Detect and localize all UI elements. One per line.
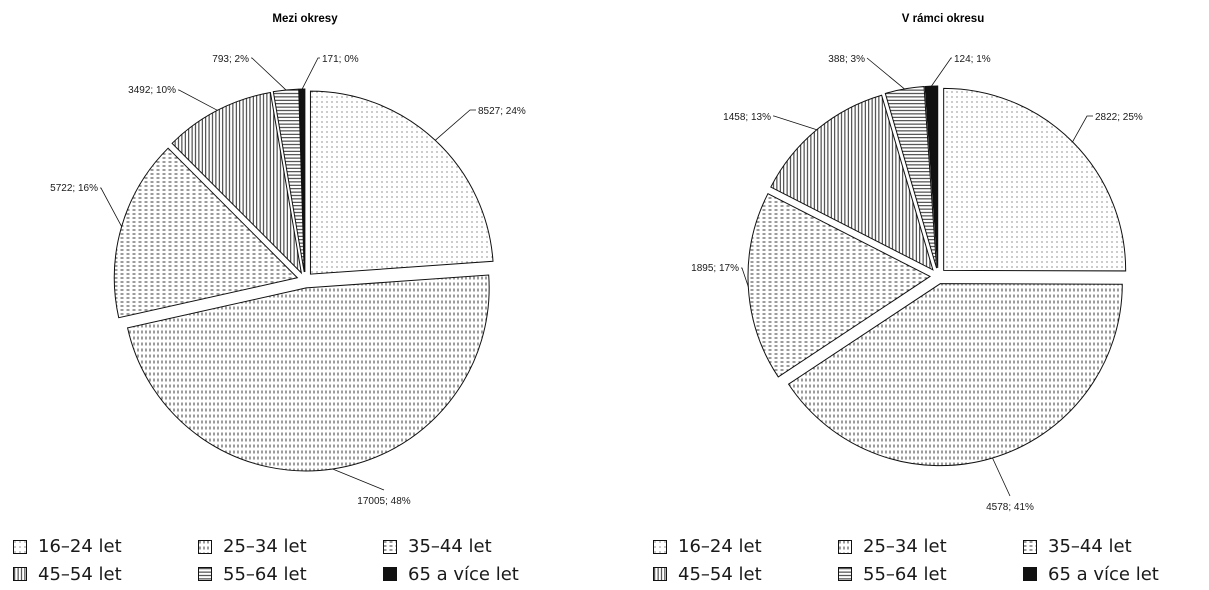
legend-item-16-24-let: 16–24 let xyxy=(0,535,185,558)
leader-line xyxy=(178,89,218,111)
legend-mezi-okresy: 16–24 let 25–34 let 35–44 let 45–54 let 55–6… xyxy=(0,535,540,587)
data-label: 1458; 13% xyxy=(723,112,771,123)
pie-chart-mezi-okresy: Mezi okresy 8527; 24% 17005; 48% 5722; 16%… xyxy=(50,13,526,507)
data-label: 2822; 25% xyxy=(1095,112,1143,123)
data-label: 124; 1% xyxy=(954,54,991,65)
leader-line xyxy=(100,187,122,227)
legend-label: 25–34 let xyxy=(223,536,307,557)
leader-line xyxy=(866,57,905,90)
pie-slice-35-44-let xyxy=(113,147,299,319)
legend-label: 65 a více let xyxy=(408,563,519,585)
legend-label: 55–64 let xyxy=(223,563,307,585)
pie-slice-65-a-v-ce-let xyxy=(298,88,306,273)
legend-item-65-a-v-ce-let: 65 a více let xyxy=(370,563,540,586)
legend-label: 35–44 let xyxy=(408,536,492,557)
pie-slice-25-34-let xyxy=(787,283,1123,467)
legend-item-55-64-let: 55–64 let xyxy=(185,563,370,586)
data-label: 5722; 16% xyxy=(50,183,98,194)
legend-label: 45–54 let xyxy=(38,563,122,585)
pie-slice-55-64-let xyxy=(884,86,938,269)
chart-title: V rámci okresu xyxy=(902,13,984,25)
legend-swatch xyxy=(838,567,852,581)
legend-label: 55–64 let xyxy=(863,563,947,585)
leader-line xyxy=(1072,115,1093,143)
pie-slice-25-34-let xyxy=(126,274,490,472)
legend-label: 25–34 let xyxy=(863,536,947,557)
legend-item-45-54-let: 45–54 let xyxy=(640,563,825,586)
leader-line xyxy=(773,115,817,131)
legend-swatch xyxy=(1023,567,1037,581)
legend-swatch xyxy=(383,567,397,581)
chart-title: Mezi okresy xyxy=(272,13,338,25)
data-label: 17005; 48% xyxy=(357,496,410,507)
legend-item-35-44-let: 35–44 let xyxy=(370,535,540,558)
legend-swatch xyxy=(13,567,27,581)
data-label: 4578; 41% xyxy=(986,502,1034,513)
legend-item-16-24-let: 16–24 let xyxy=(640,535,825,558)
legend-swatch xyxy=(653,539,667,554)
leader-line xyxy=(741,267,749,287)
pie-chart-v-ramci-okresu: V rámci okresu 2822; 25% 4578; 41% 1895; 1… xyxy=(691,13,1143,513)
leader-line xyxy=(332,468,385,491)
leader-line xyxy=(992,457,1011,497)
data-label: 388; 3% xyxy=(828,54,865,65)
data-label: 3492; 10% xyxy=(128,85,176,96)
leader-line xyxy=(251,57,287,91)
legend-swatch xyxy=(383,539,397,554)
legend-swatch xyxy=(198,539,212,554)
data-label: 793; 2% xyxy=(212,54,249,65)
legend-v-ramci-okresu: 16–24 let 25–34 let 35–44 let 45–54 let 55–6… xyxy=(640,535,1180,587)
leader-line xyxy=(931,57,952,87)
legend-swatch xyxy=(1023,539,1037,554)
legend-label: 45–54 let xyxy=(678,563,762,585)
data-label: 171; 0% xyxy=(322,54,359,65)
legend-label: 16–24 let xyxy=(678,536,762,557)
leader-line xyxy=(301,57,320,90)
legend-label: 65 a více let xyxy=(1048,563,1159,585)
legend-swatch xyxy=(653,567,667,581)
legend-item-55-64-let: 55–64 let xyxy=(825,563,1010,586)
leader-line xyxy=(434,109,476,141)
legend-swatch xyxy=(838,539,852,554)
legend-item-45-54-let: 45–54 let xyxy=(0,563,185,586)
legend-label: 16–24 let xyxy=(38,536,122,557)
legend-item-35-44-let: 35–44 let xyxy=(1010,535,1180,558)
legend-label: 35–44 let xyxy=(1048,536,1132,557)
pie-slice-35-44-let xyxy=(747,193,932,378)
pie-slice-16-24-let xyxy=(309,90,494,275)
legend-swatch xyxy=(13,539,27,554)
data-label: 1895; 17% xyxy=(691,263,739,274)
pie-slice-65-a-v-ce-let xyxy=(924,85,939,269)
data-label: 8527; 24% xyxy=(478,106,526,117)
legend-item-25-34-let: 25–34 let xyxy=(185,535,370,558)
legend-item-25-34-let: 25–34 let xyxy=(825,535,1010,558)
legend-item-65-a-v-ce-let: 65 a více let xyxy=(1010,563,1180,586)
legend-swatch xyxy=(198,567,212,581)
